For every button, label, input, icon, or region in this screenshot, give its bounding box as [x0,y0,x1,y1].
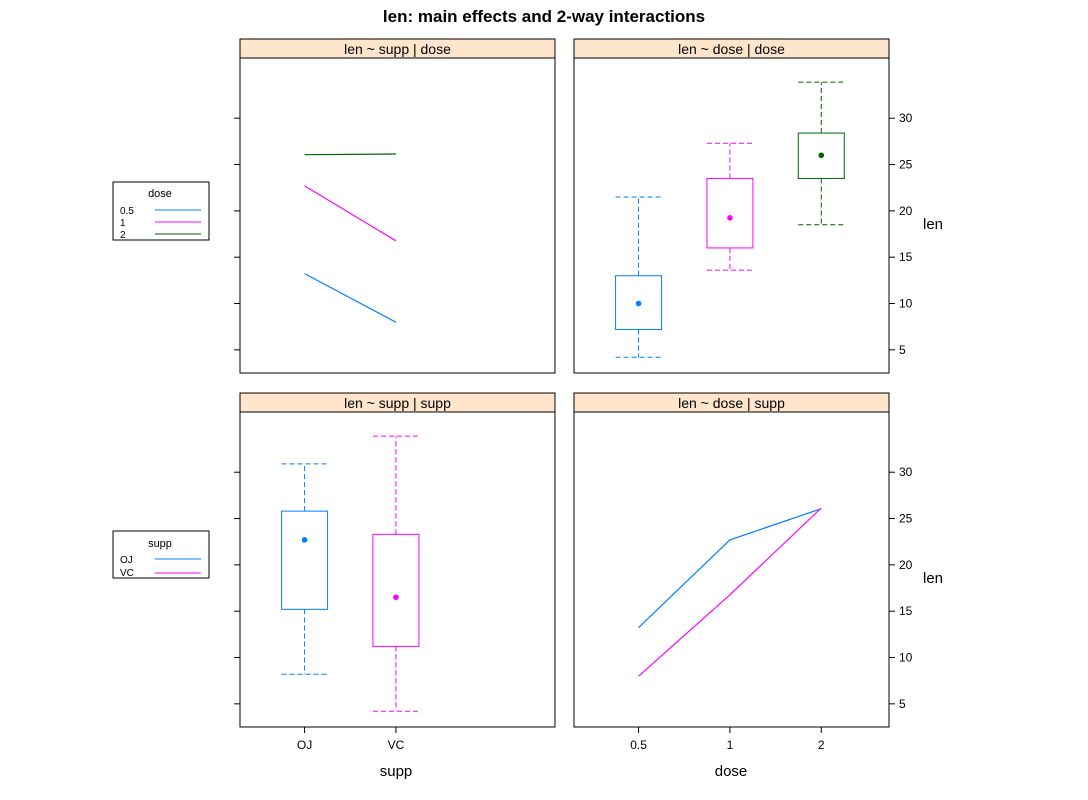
box-body [706,177,754,249]
series-line-supp-OJ [638,508,822,629]
panel-supp-by-supp: len ~ supp | supp [239,392,556,728]
panel-supp-by-dose: len ~ supp | dose [239,38,556,374]
box-median-point [393,594,399,601]
legend-entry-label: VC [120,568,134,579]
y-axis-label-bottom: len [923,570,943,587]
legend-title: supp [148,538,172,550]
y-tick-label: 15 [899,250,913,264]
strip-label: len ~ dose | dose [678,41,785,57]
x-axis-label-supp: supp [380,763,413,780]
box-body [372,533,420,647]
y-tick-label: 5 [899,697,906,711]
legend-box [112,181,210,241]
legend-dose: dose 0.5 1 2 [112,181,210,241]
panel-frame [239,411,556,728]
series-line-supp-VC [638,507,822,677]
legend-entry-label: 0.5 [120,206,134,217]
panel-frame [573,411,890,728]
panel-frame [239,57,556,374]
x-tick-label-dose: 1 [727,738,734,752]
y-tick-label: 5 [899,343,906,357]
y-tick-label: 30 [899,465,913,479]
legend-entry-label: 1 [120,218,126,229]
x-axis-label-dose: dose [715,763,748,780]
x-tick-label-supp: VC [388,738,405,752]
x-tick-label-dose: 0.5 [630,738,647,752]
legend-title: dose [148,188,172,200]
panel-dose-by-supp: len ~ dose | supp [573,392,890,728]
series-line-dose-0.5 [304,273,397,323]
y-axis-label-top: len [923,216,943,233]
legend-entry-label: 2 [120,230,126,241]
y-tick-label: 25 [899,512,913,526]
box-median-point [301,537,308,543]
strip-label: len ~ supp | supp [344,395,451,411]
y-tick-label: 25 [899,158,913,172]
y-tick-label: 30 [899,111,913,125]
box-body [797,132,845,179]
strip-label: len ~ dose | supp [678,395,785,411]
y-tick-label: 10 [899,297,913,311]
panel-frame [573,57,890,374]
box-body [615,275,663,330]
y-tick-label: 10 [899,651,913,665]
box-median-point [818,152,825,159]
panel-dose-by-dose: len ~ dose | dose [573,38,890,374]
y-tick-label: 20 [899,204,913,218]
box-median-point [635,300,642,307]
box-median-point [727,215,733,221]
series-line-dose-1 [304,185,397,242]
series-line-dose-2 [304,153,396,156]
legend-supp: supp OJ VC [112,530,210,579]
chart-title: len: main effects and 2-way interactions [383,7,705,26]
box-body [281,510,329,610]
x-tick-label-dose: 2 [818,738,825,752]
legend-entry-label: OJ [120,555,133,566]
y-tick-label: 15 [899,604,913,618]
legend-box [112,530,210,579]
y-tick-label: 20 [899,558,913,572]
strip-label: len ~ supp | dose [344,41,451,57]
x-tick-label-supp: OJ [297,738,312,752]
